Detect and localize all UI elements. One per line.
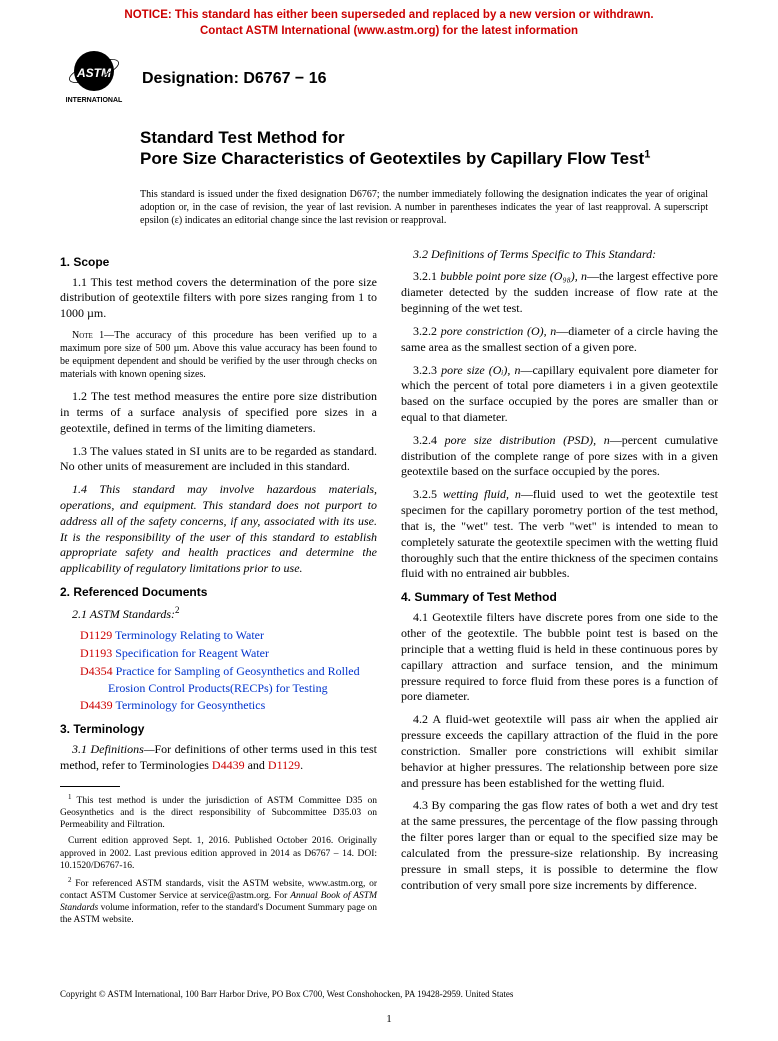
title-line1: Standard Test Method for — [140, 127, 718, 148]
para-3-2-2: 3.2.2 pore constriction (O), n—diameter … — [401, 324, 718, 356]
footnote-separator — [60, 786, 120, 787]
footnote-1b: Current edition approved Sept. 1, 2016. … — [60, 835, 377, 871]
para-3-2-1: 3.2.1 bubble point pore size (O₉₈), n—th… — [401, 269, 718, 316]
para-3-2-5: 3.2.5 wetting fluid, n—fluid used to wet… — [401, 487, 718, 582]
ref-code[interactable]: D4439 — [80, 698, 113, 712]
ref-code[interactable]: D1193 — [80, 646, 112, 660]
ref-title[interactable]: Terminology for Geosynthetics — [115, 698, 265, 712]
body-columns: 1. Scope 1.1 This test method covers the… — [0, 237, 778, 931]
para-4-1: 4.1 Geotextile filters have discrete por… — [401, 610, 718, 705]
refs-sub: 2.1 ASTM Standards:2 — [72, 605, 377, 622]
copyright: Copyright © ASTM International, 100 Barr… — [60, 989, 718, 999]
left-column: 1. Scope 1.1 This test method covers the… — [60, 247, 377, 931]
para-1-4: 1.4 This standard may involve hazardous … — [60, 482, 377, 577]
notice-line2: Contact ASTM International (www.astm.org… — [200, 25, 578, 37]
para-3-2-4: 3.2.4 pore size distribution (PSD), n—pe… — [401, 433, 718, 480]
designation-label: Designation: D6767 − 16 — [142, 66, 327, 88]
ref-code[interactable]: D4354 — [80, 664, 113, 678]
ref-item: D1193 Specification for Reagent Water — [80, 645, 377, 662]
ref-inline[interactable]: D4439 — [212, 758, 245, 772]
header: ASTM INTERNATIONAL Designation: D6767 − … — [0, 43, 778, 115]
ref-inline[interactable]: D1129 — [268, 758, 300, 772]
para-1-2: 1.2 The test method measures the entire … — [60, 389, 377, 436]
title-block: Standard Test Method for Pore Size Chara… — [0, 115, 778, 176]
ref-item: D4439 Terminology for Geosynthetics — [80, 697, 377, 714]
para-3-1: 3.1 Definitions—For definitions of other… — [60, 742, 377, 774]
astm-logo: ASTM INTERNATIONAL — [60, 47, 128, 107]
svg-text:INTERNATIONAL: INTERNATIONAL — [66, 97, 123, 104]
refs-heading: 2. Referenced Documents — [60, 585, 377, 599]
right-column: 3.2 Definitions of Terms Specific to Thi… — [401, 247, 718, 931]
refs-list: D1129 Terminology Relating to Water D119… — [80, 627, 377, 714]
notice-line1: NOTICE: This standard has either been su… — [124, 9, 653, 21]
ref-title[interactable]: Practice for Sampling of Geosynthetics a… — [108, 664, 360, 695]
para-1-3: 1.3 The values stated in SI units are to… — [60, 444, 377, 476]
supersession-notice: NOTICE: This standard has either been su… — [0, 0, 778, 43]
ref-item: D1129 Terminology Relating to Water — [80, 627, 377, 644]
page-number: 1 — [60, 1013, 718, 1025]
terminology-heading: 3. Terminology — [60, 722, 377, 736]
ref-title[interactable]: Specification for Reagent Water — [115, 646, 269, 660]
footnote-1: 1 This test method is under the jurisdic… — [60, 793, 377, 832]
defs-sub: 3.2 Definitions of Terms Specific to Thi… — [401, 247, 718, 263]
ref-title[interactable]: Terminology Relating to Water — [115, 628, 264, 642]
title-line2: Pore Size Characteristics of Geotextiles… — [140, 148, 718, 169]
summary-heading: 4. Summary of Test Method — [401, 590, 718, 604]
para-3-2-3: 3.2.3 pore size (Oᵢ), n—capillary equiva… — [401, 363, 718, 426]
para-4-2: 4.2 A fluid-wet geotextile will pass air… — [401, 712, 718, 791]
footer: Copyright © ASTM International, 100 Barr… — [0, 989, 778, 1025]
ref-code[interactable]: D1129 — [80, 628, 112, 642]
note-1: Note 1—The accuracy of this procedure ha… — [60, 329, 377, 381]
ref-item: D4354 Practice for Sampling of Geosynthe… — [80, 663, 377, 697]
scope-heading: 1. Scope — [60, 255, 377, 269]
para-4-3: 4.3 By comparing the gas flow rates of b… — [401, 798, 718, 893]
footnote-2: 2 For referenced ASTM standards, visit t… — [60, 876, 377, 927]
para-1-1: 1.1 This test method covers the determin… — [60, 275, 377, 322]
issued-note: This standard is issued under the fixed … — [0, 176, 778, 237]
